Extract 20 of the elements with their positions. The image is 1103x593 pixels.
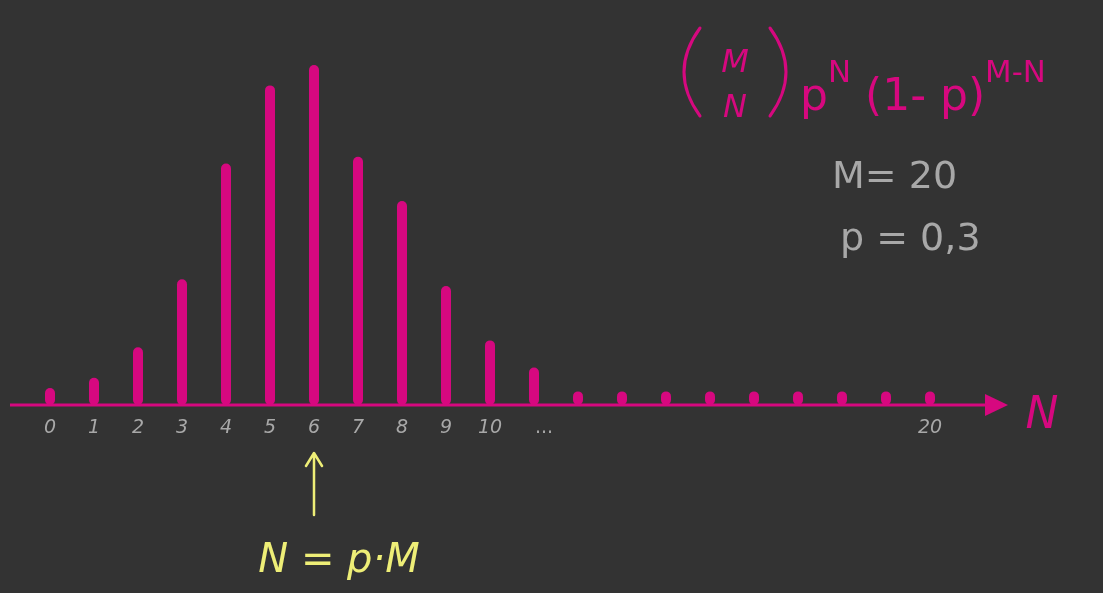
x-tick-label: 8 [395,415,409,437]
text: ... [534,415,554,437]
x-tick-label: 2 [131,415,145,437]
x-tick-label: 6 [307,415,321,437]
x-tick-label: 9 [439,415,453,437]
x-tick-label: 10 [477,415,503,437]
annotation: M [721,42,749,80]
annotation: p$^{N}$ (1- p)$^{M-N}$ [800,53,1046,120]
x-tick-label: 7 [351,415,365,437]
x-tick-label: 20 [917,415,943,437]
x-axis-title: N [1025,387,1059,438]
text: N = p·M [258,535,420,581]
x-tick-label: 1 [87,415,101,437]
x-tick-label: 3 [175,415,189,437]
annotation: M= 20 [832,153,958,197]
annotation: N [723,87,748,125]
annotation: p = 0,3 [840,215,981,259]
x-tick-label: 5 [263,415,277,437]
x-tick-label: 0 [43,415,57,437]
x-tick-label: 4 [219,415,233,437]
